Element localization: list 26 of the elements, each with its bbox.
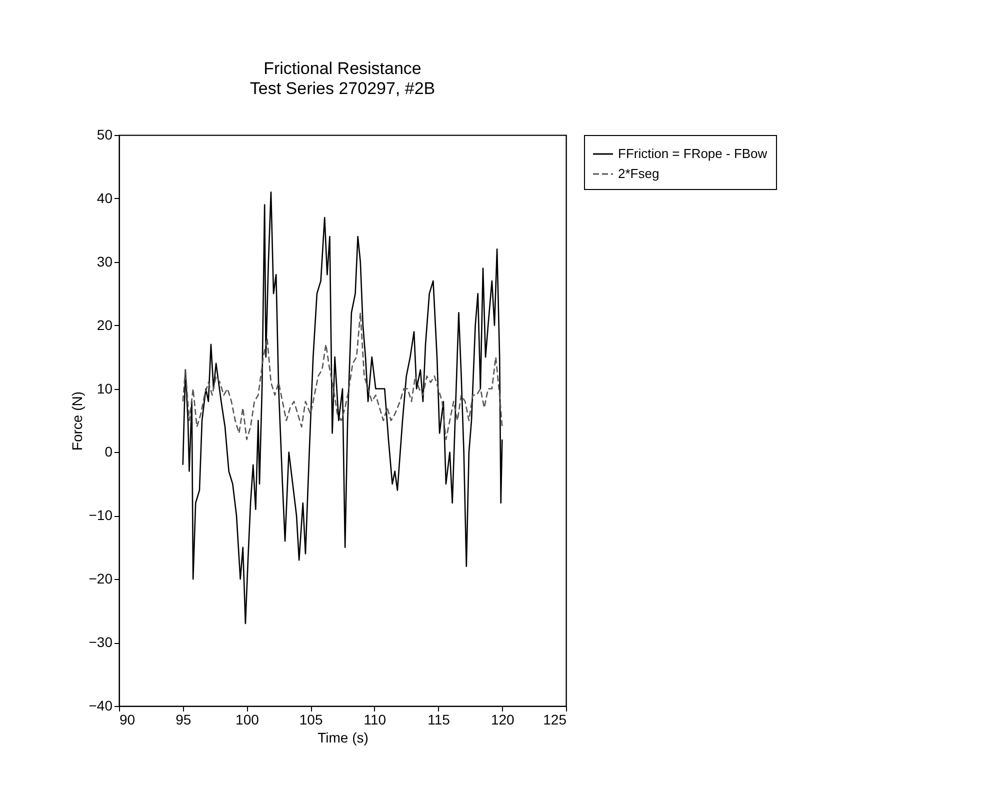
y-tick-label: 40	[96, 190, 113, 206]
x-axis-title: Time (s)	[318, 730, 368, 746]
x-tick-label: 100	[236, 712, 260, 728]
y-tick-label: −10	[88, 507, 113, 524]
chart-title: Frictional Resistance	[264, 59, 422, 78]
legend-label: 2*Fseg	[618, 166, 660, 181]
y-tick-label: −20	[88, 570, 113, 587]
x-tick-label: 120	[490, 712, 515, 728]
x-tick-label: 110	[364, 712, 386, 728]
y-tick-label: 0	[104, 444, 113, 460]
legend-label: FFriction = FRope - FBow	[618, 146, 768, 161]
line-series	[182, 191, 503, 624]
y-tick-label: −30	[88, 634, 113, 650]
y-tick-label: 20	[96, 316, 113, 333]
y-tick-label: 10	[96, 380, 113, 396]
x-tick-label: 125	[543, 712, 567, 728]
chart-subtitle: Test Series 270297, #2B	[250, 79, 436, 98]
y-axis-title: Force (N)	[68, 391, 85, 451]
y-tick-label: 30	[96, 253, 113, 270]
y-tick-label: −40	[88, 698, 113, 714]
x-tick-label: 105	[299, 712, 323, 728]
x-tick-label: 115	[428, 712, 450, 728]
line-series	[182, 312, 503, 440]
x-tick-label: 90	[120, 712, 136, 728]
y-tick-label: 50	[96, 126, 113, 142]
x-tick-label: 95	[176, 712, 192, 728]
